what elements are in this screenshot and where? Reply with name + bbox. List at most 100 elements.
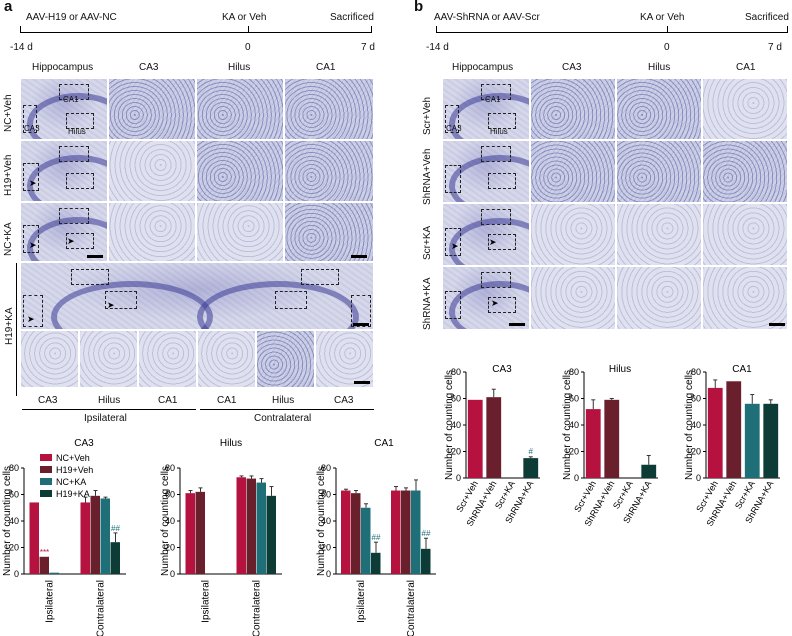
y-axis-label: Number of counting cells [160,466,171,576]
arrow-icon: ➤ [29,240,37,250]
micrograph-hilus [616,266,702,330]
timeline-a-tick-label: 7 d [361,42,375,53]
timeline-a-end: Sacrificed [330,12,374,23]
bar [763,403,779,478]
y-tick-label: 80 [691,367,701,377]
ipsilateral-label: Ipsilateral [84,413,127,424]
micrograph-hippocampus: CA1 CA3 Hilus [442,78,530,140]
timeline-a-tick-label: -14 d [10,42,33,53]
y-tick-label: 20 [165,543,175,553]
bar [604,399,620,478]
y-tick-label: 0 [326,569,331,579]
significance-marker: *** [40,548,49,557]
bar [236,477,246,574]
column-header-ca3: CA3 [562,62,582,73]
micrograph-hilus [616,203,702,266]
y-tick-label: 20 [9,543,19,553]
y-tick-label: 80 [569,367,579,377]
micrograph-hippocampus: ➤ ➤ [442,203,530,266]
timeline-a-tick-label: 0 [245,42,251,53]
bar [110,542,120,574]
timeline-a-ka: KA or Veh [222,12,267,23]
micrograph-ca1 [702,140,788,203]
panel-b-letter: b [414,0,424,15]
micrograph-ca1 [284,202,374,262]
arrow-icon: ➤ [451,241,459,251]
column-header-hilus: Hilus [228,62,251,73]
timeline-b-tick [787,26,788,32]
arrow-icon: ➤ [29,178,37,188]
bar [421,548,431,574]
y-tick-label: 60 [451,394,461,404]
micrograph-hilus [616,140,702,203]
bar [80,502,90,574]
micrograph-ca1 [702,203,788,266]
legend-swatch [40,478,52,485]
micrograph-hilus [196,202,284,262]
region-label-hilus: Hilus [68,127,86,136]
scale-bar [354,381,370,384]
bar [411,490,421,574]
column-header-ca3: CA3 [139,62,159,73]
y-axis-label: Number of counting cells [2,466,13,576]
y-tick-label: 60 [9,490,19,500]
significance-marker: ## [422,529,431,538]
timeline-a-axis [20,32,372,33]
scale-bar [351,255,367,258]
chart-title: CA3 [74,438,94,449]
chart-title: CA1 [374,438,394,449]
region-label-ca3: CA3 [446,124,462,133]
bar [39,556,49,574]
column-header-hilus: Hilus [648,62,671,73]
bar [371,552,381,574]
bar [744,403,760,478]
micrograph-ca1 [702,78,788,140]
bar [351,493,361,574]
timeline-b-tick [436,26,437,32]
timeline-a-treatment: AAV-H19 or AAV-NC [26,12,117,23]
y-tick-label: 60 [569,394,579,404]
column-header-hippocampus: Hippocampus [32,62,94,73]
micrograph-hilus [616,78,702,140]
micrograph-hippocampus: ➤ ➤ [20,202,108,262]
bar [726,381,742,478]
strip-label: CA3 [38,395,58,406]
y-tick-label: 60 [691,394,701,404]
region-label-ca1: CA1 [485,95,501,104]
strip-label: Hilus [98,395,121,406]
contralateral-label: Contralateral [254,413,312,424]
chart-title: Hilus [220,438,242,449]
bar [391,490,401,574]
y-tick-label: 40 [691,420,701,430]
micrograph-ca1 [284,140,374,202]
y-tick-label: 80 [321,463,331,473]
panel-a-letter: a [4,0,13,15]
y-tick-label: 60 [165,490,175,500]
micrograph-strip [138,330,197,388]
y-tick-label: 40 [451,420,461,430]
micrograph-ca3 [530,203,616,266]
timeline-b-tick-label: 7 d [768,42,782,53]
y-tick-label: 40 [321,516,331,526]
legend-label: NC+KA [56,477,86,487]
micrograph-ca3 [108,78,196,140]
y-tick-label: 80 [451,367,461,377]
y-tick-label: 0 [456,473,461,483]
chart-title: CA1 [732,364,752,375]
bar [49,572,59,574]
y-tick-label: 20 [691,447,701,457]
bar [467,399,483,478]
legend-swatch [40,454,52,461]
column-header-ca1: CA1 [316,62,336,73]
bar [246,478,256,574]
y-tick-label: 60 [321,490,331,500]
x-tick-label: Contralateral [406,580,417,636]
y-axis-label: Number of counting cells [444,370,455,480]
micrograph-whole-section: ➤ ➤ [20,262,374,330]
micrograph-ca3 [108,140,196,202]
region-label-ca1: CA1 [63,95,79,104]
scale-bar [769,323,785,326]
timeline-a-tick [248,26,249,32]
micrograph-strip [256,330,315,388]
